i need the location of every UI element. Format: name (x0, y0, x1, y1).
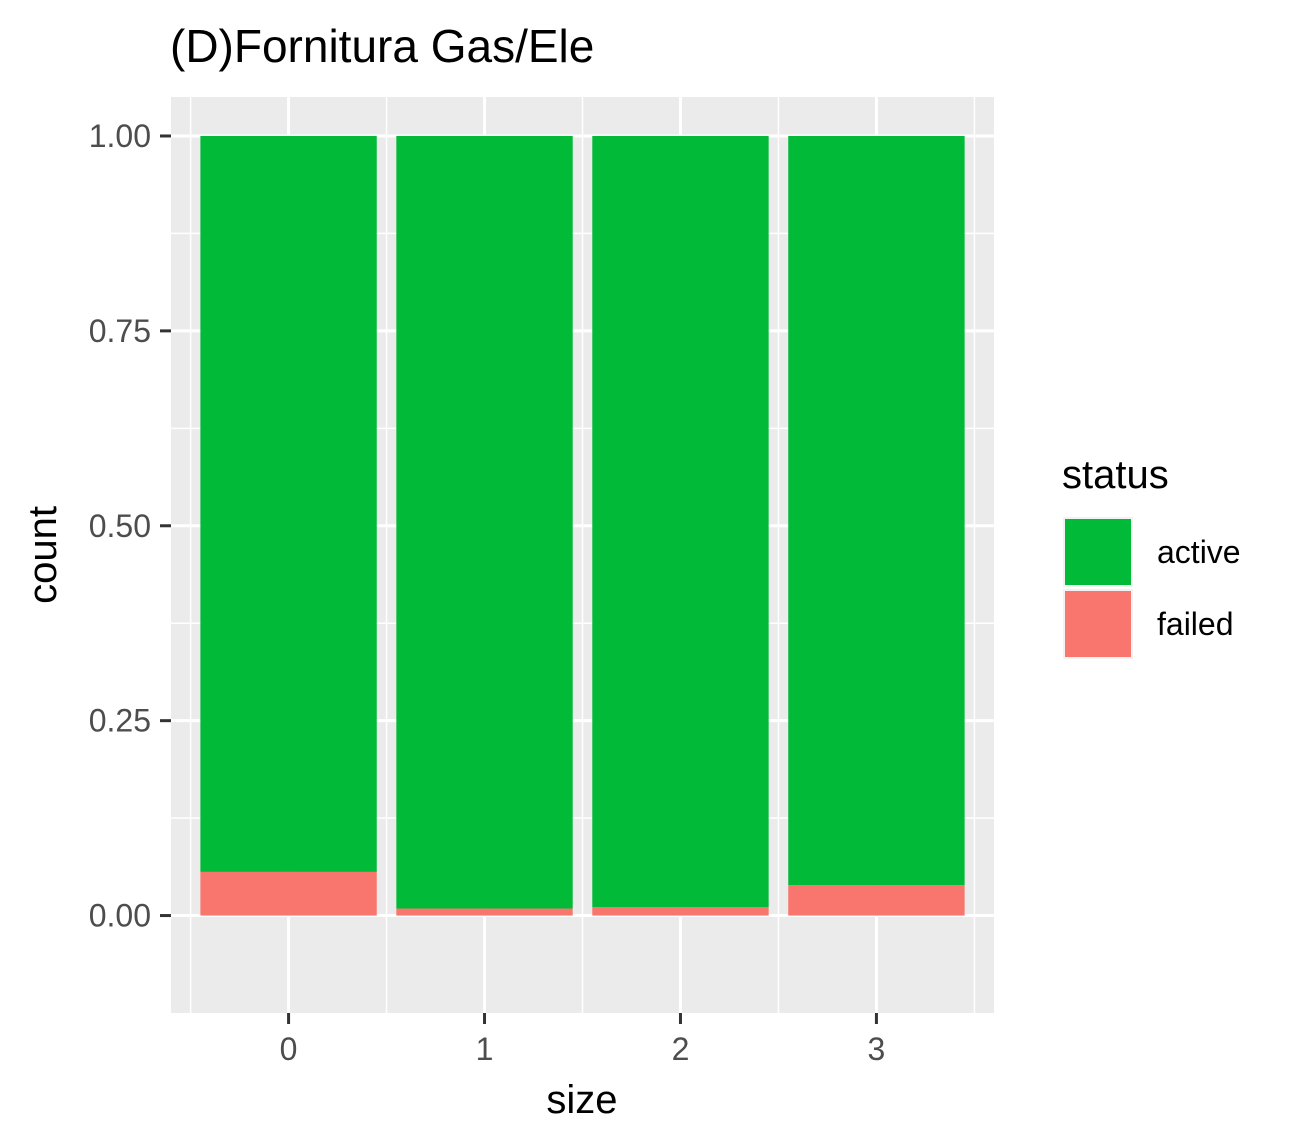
bar-failed-1 (396, 908, 573, 916)
legend-label-active: active (1157, 534, 1241, 570)
bar-failed-3 (788, 885, 965, 916)
x-axis-title: size (546, 1078, 617, 1122)
legend: status active failed (1062, 453, 1241, 659)
bar-active-0 (200, 135, 377, 872)
x-tick-label: 0 (280, 1031, 298, 1067)
bar-failed-2 (592, 906, 769, 916)
bar-active-3 (788, 135, 965, 886)
chart-title: (D)Fornitura Gas/Ele (170, 20, 594, 72)
bar-active-2 (592, 135, 769, 907)
bar-failed-0 (200, 871, 377, 916)
x-tick-label: 3 (868, 1031, 886, 1067)
y-tick-label: 0.75 (89, 313, 151, 349)
legend-label-failed: failed (1157, 606, 1234, 642)
y-tick-label: 1.00 (89, 118, 151, 154)
legend-key-failed (1065, 591, 1131, 657)
x-axis: 0 1 2 3 (280, 1013, 886, 1067)
bars (200, 135, 965, 916)
y-tick-label: 0.50 (89, 508, 151, 544)
y-axis: 0.00 0.25 0.50 0.75 1.00 (89, 118, 171, 934)
legend-key-active (1065, 519, 1131, 585)
x-tick-label: 2 (672, 1031, 690, 1067)
bar-active-1 (396, 135, 573, 909)
x-tick-label: 1 (476, 1031, 494, 1067)
legend-title: status (1062, 453, 1169, 497)
y-tick-label: 0.25 (89, 703, 151, 739)
y-tick-label: 0.00 (89, 898, 151, 934)
y-axis-title: count (21, 506, 65, 604)
